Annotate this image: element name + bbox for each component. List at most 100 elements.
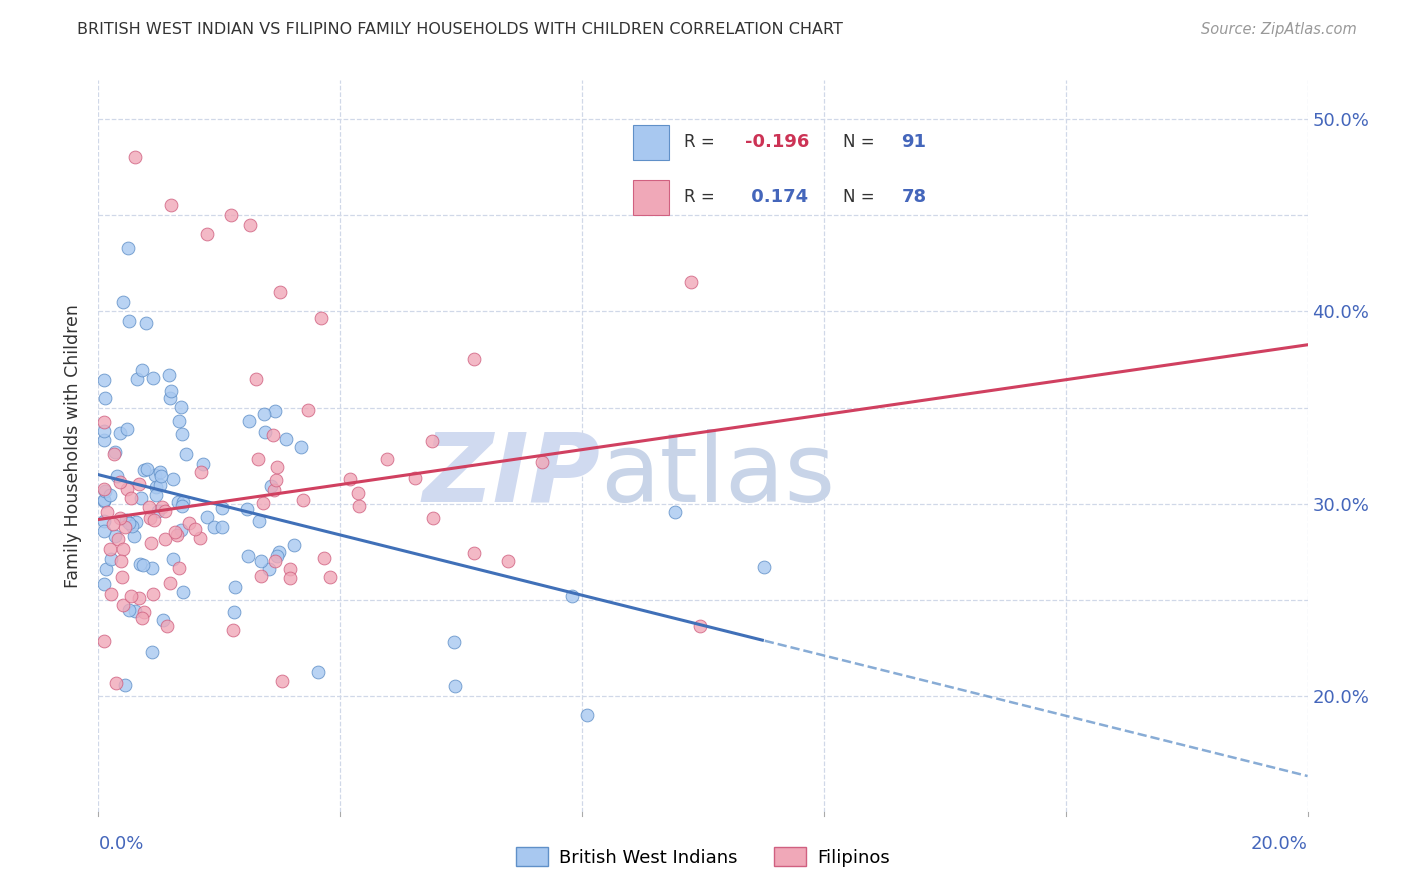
Point <box>319 570 342 584</box>
Point <box>145 480 167 494</box>
Point <box>679 276 702 290</box>
Point <box>167 414 190 428</box>
Point <box>138 510 160 524</box>
Text: ZIP: ZIP <box>422 429 600 522</box>
Point <box>259 479 281 493</box>
Point <box>297 402 319 417</box>
Point <box>290 440 312 454</box>
Point <box>291 493 314 508</box>
Point <box>104 529 127 543</box>
Point <box>121 519 143 533</box>
Point <box>496 554 519 568</box>
Point <box>114 520 136 534</box>
Point <box>156 619 179 633</box>
Point <box>752 559 775 574</box>
Legend: British West Indians, Filipinos: British West Indians, Filipinos <box>509 840 897 874</box>
Point <box>136 462 159 476</box>
Point <box>177 516 200 531</box>
Point <box>307 665 329 679</box>
Point <box>238 549 260 563</box>
Point <box>153 504 176 518</box>
Point <box>129 491 152 506</box>
Point <box>420 434 443 449</box>
Point <box>269 285 291 299</box>
Point <box>162 551 184 566</box>
Point <box>94 484 117 499</box>
Point <box>120 589 142 603</box>
Point <box>103 447 125 461</box>
Point <box>252 496 274 510</box>
Point <box>263 554 285 568</box>
Point <box>93 415 115 429</box>
Point <box>117 241 139 255</box>
Point <box>463 352 485 367</box>
Point <box>422 510 444 524</box>
Point <box>134 463 156 477</box>
Point <box>93 515 115 529</box>
Point <box>118 516 141 530</box>
Point <box>271 673 294 688</box>
Point <box>264 404 287 418</box>
Point <box>159 391 181 405</box>
Point <box>221 208 243 222</box>
Point <box>184 522 207 536</box>
Point <box>689 619 711 633</box>
Point <box>174 447 197 461</box>
Point <box>111 294 134 309</box>
Point <box>96 562 118 576</box>
Point <box>142 370 165 384</box>
Point <box>111 598 134 612</box>
Point <box>131 611 153 625</box>
Point <box>266 460 288 475</box>
Point <box>167 561 190 575</box>
Point <box>235 502 257 516</box>
Point <box>195 227 218 242</box>
Point <box>118 603 141 617</box>
Text: 0.0%: 0.0% <box>98 835 143 853</box>
Point <box>191 457 214 471</box>
Text: BRITISH WEST INDIAN VS FILIPINO FAMILY HOUSEHOLDS WITH CHILDREN CORRELATION CHAR: BRITISH WEST INDIAN VS FILIPINO FAMILY H… <box>77 22 844 37</box>
Point <box>202 520 225 534</box>
Point <box>149 468 172 483</box>
Point <box>253 425 276 439</box>
Text: atlas: atlas <box>600 429 835 522</box>
Point <box>93 493 115 508</box>
Point <box>339 472 361 486</box>
Point <box>139 535 162 549</box>
Point <box>96 506 118 520</box>
Point <box>172 585 194 599</box>
Point <box>128 558 150 572</box>
Point <box>94 391 117 405</box>
Point <box>463 546 485 560</box>
Text: 20.0%: 20.0% <box>1251 835 1308 853</box>
Point <box>135 316 157 330</box>
Point <box>531 454 554 468</box>
Point <box>141 644 163 658</box>
Point <box>93 634 115 648</box>
Point <box>105 676 128 690</box>
Point <box>118 314 141 328</box>
Point <box>93 373 115 387</box>
Point <box>172 494 194 508</box>
Y-axis label: Family Households with Children: Family Households with Children <box>65 304 83 588</box>
Point <box>110 554 132 568</box>
Point <box>211 520 233 534</box>
Point <box>165 525 187 540</box>
Point <box>257 561 280 575</box>
Point <box>211 500 233 515</box>
Point <box>253 407 276 421</box>
Point <box>575 708 598 723</box>
Point <box>166 528 188 542</box>
Point <box>101 517 124 532</box>
Point <box>128 477 150 491</box>
Point <box>162 472 184 486</box>
Point <box>132 558 155 572</box>
Point <box>138 500 160 515</box>
Point <box>100 586 122 600</box>
Point <box>124 150 146 164</box>
Point <box>443 635 465 649</box>
Point <box>190 465 212 479</box>
Point <box>108 511 131 525</box>
Point <box>93 576 115 591</box>
Point <box>404 471 426 485</box>
